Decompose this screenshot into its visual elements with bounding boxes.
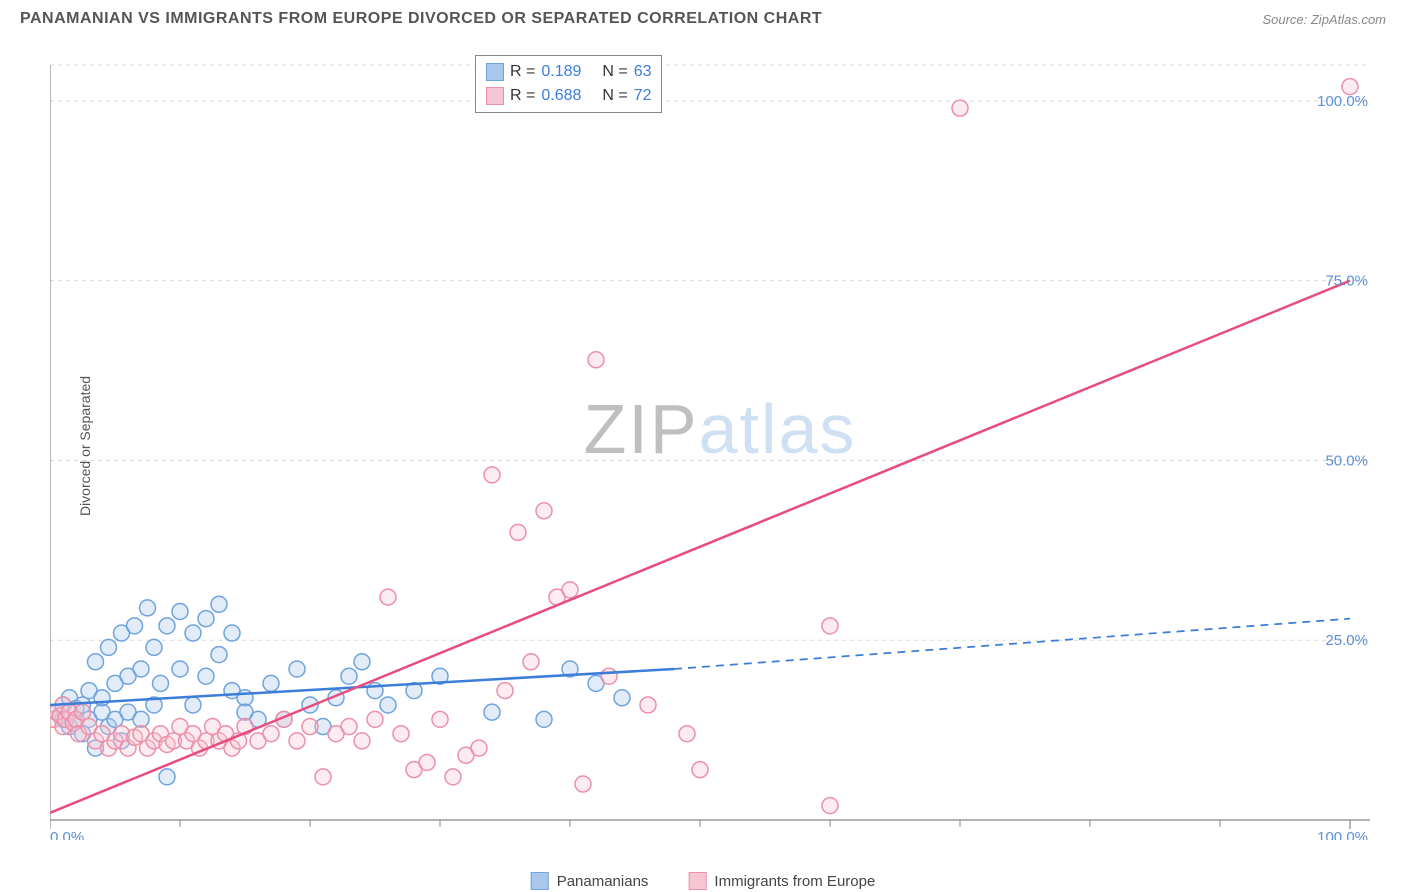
header: PANAMANIAN VS IMMIGRANTS FROM EUROPE DIV… — [0, 0, 1406, 33]
chart-title: PANAMANIAN VS IMMIGRANTS FROM EUROPE DIV… — [20, 10, 822, 28]
legend-swatch — [531, 872, 549, 890]
y-tick-label: 50.0% — [1325, 452, 1368, 469]
r-label: R = — [510, 63, 535, 81]
n-label: N = — [602, 87, 627, 105]
r-value: 0.189 — [541, 63, 596, 81]
r-label: R = — [510, 87, 535, 105]
n-value: 63 — [634, 63, 652, 81]
legend-label: Panamanians — [557, 873, 649, 890]
y-tick-label: 100.0% — [1317, 93, 1368, 110]
legend-label: Immigrants from Europe — [714, 873, 875, 890]
bottom-legend-item: Immigrants from Europe — [688, 872, 875, 890]
stats-legend-row: R = 0.688 N = 72 — [486, 84, 651, 108]
source-label: Source: ZipAtlas.com — [1262, 12, 1386, 27]
y-axis-label: Divorced or Separated — [77, 376, 93, 516]
legend-swatch — [486, 87, 504, 105]
x-tick-label: 100.0% — [1317, 829, 1368, 840]
n-label: N = — [602, 63, 627, 81]
x-tick-label: 0.0% — [50, 829, 84, 840]
r-value: 0.688 — [541, 87, 596, 105]
plot-container: 25.0%50.0%75.0%100.0%0.0%100.0% ZIPatlas — [50, 50, 1390, 840]
bottom-legend: Panamanians Immigrants from Europe — [531, 872, 876, 890]
legend-swatch — [688, 872, 706, 890]
y-tick-label: 25.0% — [1325, 632, 1368, 649]
n-value: 72 — [634, 87, 652, 105]
stats-legend-row: R = 0.189 N = 63 — [486, 60, 651, 84]
bottom-legend-item: Panamanians — [531, 872, 649, 890]
legend-swatch — [486, 63, 504, 81]
y-tick-label: 75.0% — [1325, 273, 1368, 290]
stats-legend: R = 0.189 N = 63 R = 0.688 N = 72 — [475, 55, 662, 113]
scatter-chart: 25.0% 50.0% 75.0% 100.0% 0.0% 100.0% — [50, 50, 1390, 840]
